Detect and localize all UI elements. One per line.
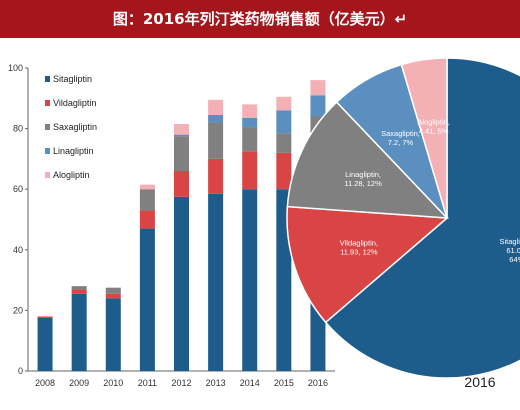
legend-swatch	[45, 148, 50, 154]
legend-swatch	[45, 172, 50, 178]
bar-segment	[71, 293, 87, 371]
pie-slice-label: 7.2, 7%	[388, 138, 414, 147]
pie-slice-label: Vildagliptin,	[340, 239, 378, 248]
bar-segment	[37, 317, 53, 371]
pie-slice-label: 64%	[509, 255, 520, 264]
x-tick-label: 2012	[171, 378, 191, 388]
bar-segment	[242, 117, 258, 128]
bar-segment	[174, 124, 189, 135]
pie-slice-label: 61.09,	[506, 246, 520, 255]
bar-segment	[208, 122, 224, 159]
x-tick-label: 2008	[35, 378, 55, 388]
legend-label: Alogliptin	[53, 170, 90, 180]
y-tick-label: 40	[13, 245, 23, 255]
legend-label: Saxagliptin	[53, 122, 97, 132]
bar-segment	[276, 152, 292, 190]
pie-slice-label: 11.93, 12%	[340, 248, 378, 257]
y-tick-label: 60	[13, 184, 23, 194]
bar-segment	[174, 171, 189, 197]
x-tick-label: 2016	[308, 378, 328, 388]
bar-segment	[242, 189, 258, 371]
bar-segment	[71, 286, 87, 290]
bar-segment	[174, 196, 189, 371]
bar-segment	[276, 96, 292, 111]
pie-slice	[324, 57, 520, 379]
x-tick-label: 2009	[69, 378, 89, 388]
legend-label: Sitagliptin	[53, 74, 92, 84]
bar-segment	[139, 210, 155, 229]
x-tick-label: 2013	[206, 378, 226, 388]
bar-segment	[105, 287, 121, 294]
y-tick-label: 80	[13, 124, 23, 134]
bar-segment	[208, 158, 224, 194]
bar-segment	[208, 114, 224, 123]
pie-slice-label: 11.28, 12%	[344, 179, 382, 188]
y-tick-label: 100	[8, 63, 23, 73]
bar-segment	[174, 134, 189, 137]
bar-segment	[139, 184, 155, 190]
x-tick-label: 2014	[240, 378, 260, 388]
bar-segment	[242, 151, 258, 190]
legend-label: Vildagliptin	[53, 98, 96, 108]
bar-segment	[71, 289, 87, 294]
title-bar	[0, 0, 520, 38]
pie-slice-label: Linagliptin,	[345, 170, 381, 179]
pie-slice-label: Sitagliptin,	[499, 237, 520, 246]
pie-slice-label: Alogliptin,	[417, 118, 450, 127]
legend-swatch	[45, 76, 50, 82]
x-tick-label: 2011	[138, 378, 157, 388]
pie-slice-label: 4.41, 5%	[419, 127, 449, 136]
bar-segment	[242, 104, 258, 118]
legend-swatch	[45, 124, 50, 130]
bar-segment	[276, 133, 292, 153]
y-tick-label: 20	[13, 305, 23, 315]
bar-segment	[37, 316, 53, 318]
bar-segment	[242, 127, 258, 152]
pie-slice	[286, 101, 449, 219]
bar-segment	[139, 228, 155, 371]
bar-segment	[310, 95, 326, 117]
bar-segment	[208, 193, 224, 371]
pie-slice	[400, 57, 448, 219]
legend-label: Linagliptin	[53, 146, 94, 156]
bar-segment	[105, 298, 121, 371]
legend-swatch	[45, 100, 50, 106]
pie-slice	[286, 205, 449, 324]
x-tick-label: 2015	[274, 378, 294, 388]
bar-segment	[139, 189, 155, 211]
x-tick-label: 2010	[103, 378, 123, 388]
y-tick-label: 0	[18, 366, 23, 376]
bar-segment	[208, 99, 224, 115]
bar-segment	[310, 80, 326, 96]
pie-year-label: 2016	[464, 374, 495, 390]
page-title: 图：2016年列汀类药物销售额（亿美元）↵	[112, 10, 408, 28]
pie-slice-label: Saxagliptin,	[381, 129, 420, 138]
bar-segment	[105, 293, 121, 299]
bar-segment	[174, 136, 189, 172]
bar-segment	[276, 110, 292, 134]
